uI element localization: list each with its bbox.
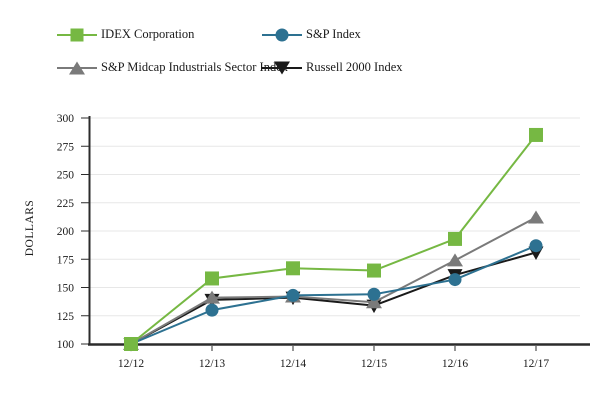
data-point-idex-corporation: [448, 231, 462, 246]
y-tick-label: 250: [57, 170, 75, 182]
y-tick-label: 175: [57, 254, 75, 266]
y-tick-label: 200: [57, 226, 75, 238]
data-point-s-p-index: [367, 287, 381, 301]
data-point-s-p-midcap-industrials-sector-index: [528, 210, 544, 224]
data-point-s-p-index: [448, 273, 462, 287]
data-point-s-p-index: [205, 303, 219, 317]
data-point-idex-corporation: [205, 271, 219, 286]
data-point-idex-corporation: [529, 127, 543, 142]
legend-item-russell-2000: Russell 2000 Index: [262, 59, 403, 76]
y-tick-label: 225: [57, 198, 75, 210]
x-tick-label: 12/12: [118, 358, 144, 370]
x-tick-label: 12/15: [361, 358, 387, 370]
y-tick-label: 275: [57, 141, 75, 153]
data-point-s-p-midcap-industrials-sector-index: [447, 253, 463, 267]
data-point-idex-corporation: [286, 261, 300, 276]
axes: [81, 116, 590, 351]
series-line-s-p-midcap-industrials-sector-index: [130, 216, 537, 345]
data-point-idex-corporation: [367, 263, 381, 278]
russell-2000-series-marker-icon: [262, 59, 302, 76]
legend-item-sp-index: S&P Index: [262, 26, 403, 43]
y-axis-title: DOLLARS: [24, 200, 36, 257]
y-tick-label: 300: [57, 113, 75, 125]
series-line-s-p-index: [130, 244, 537, 345]
data-point-s-p-midcap-industrials-sector-index: [366, 295, 382, 309]
data-point-s-p-index: [529, 239, 543, 253]
series-line-russell-2000-index: [130, 251, 537, 345]
legend-label: S&P Index: [306, 27, 361, 41]
x-tick-label: 12/16: [442, 358, 468, 370]
data-point-s-p-index: [286, 288, 300, 302]
series-line-idex-corporation: [130, 134, 537, 345]
y-tick-label: 125: [57, 311, 75, 323]
data-point-s-p-midcap-industrials-sector-index: [204, 290, 220, 304]
gridlines: [90, 117, 580, 317]
sp-midcap-series-marker-icon: [57, 59, 97, 76]
legend-label: S&P Midcap Industrials Sector Index: [101, 60, 289, 74]
sp-index-series-marker-icon: [262, 26, 302, 43]
idex-series-marker-icon: [57, 26, 97, 43]
x-tick-label: 12/13: [199, 358, 225, 370]
x-tick-label: 12/14: [280, 358, 306, 370]
y-tick-label: 150: [57, 283, 75, 295]
axis-tick-labels: 100 125 150 175 200 225 250 275 300 12/12 12/13 12/…: [57, 113, 550, 370]
legend-item-idex-corporation: IDEX Corporation: [57, 26, 262, 43]
legend-label: IDEX Corporation: [101, 27, 195, 41]
data-series: [123, 127, 544, 352]
data-point-idex-corporation: [124, 337, 138, 351]
chart-legend: IDEX Corporation S&P Index S&P Midcap In…: [57, 26, 403, 76]
x-tick-label: 12/17: [523, 358, 549, 370]
legend-label: Russell 2000 Index: [306, 60, 403, 74]
legend-item-sp-midcap-industrials: S&P Midcap Industrials Sector Index: [57, 59, 288, 76]
y-tick-label: 100: [57, 339, 75, 351]
